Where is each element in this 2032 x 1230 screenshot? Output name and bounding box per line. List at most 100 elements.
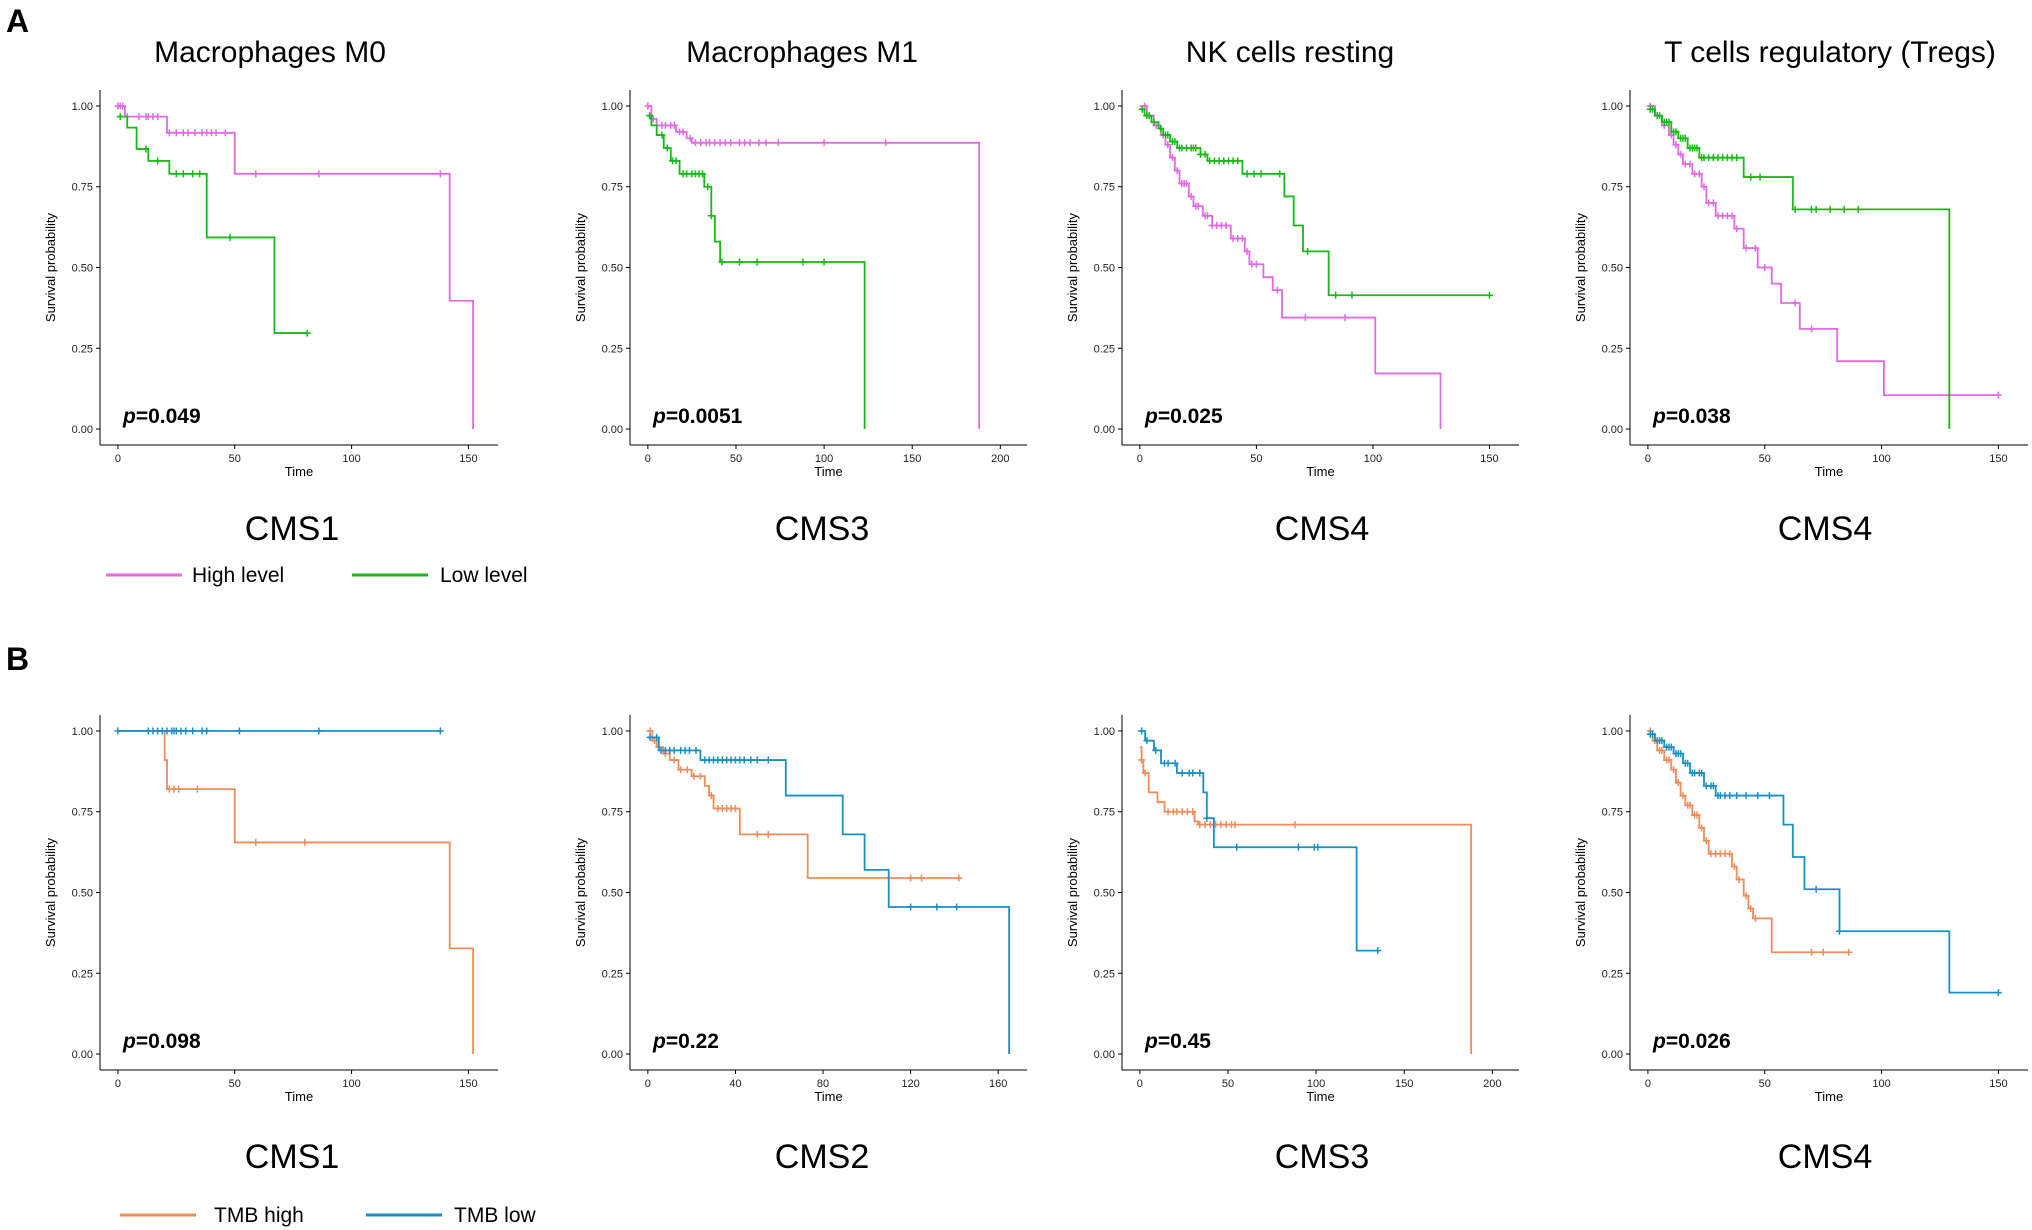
censor-mark bbox=[753, 830, 761, 838]
p-value: p=0.026 bbox=[1652, 1030, 1731, 1053]
censor-mark bbox=[1684, 759, 1692, 767]
censor-mark bbox=[1693, 144, 1701, 152]
censor-mark bbox=[1672, 128, 1680, 136]
censor-mark bbox=[799, 258, 807, 266]
censor-mark bbox=[1730, 863, 1738, 871]
y-tick-label: 0.25 bbox=[602, 343, 623, 355]
x-tick-label: 0 bbox=[115, 1078, 121, 1090]
censor-mark bbox=[1819, 948, 1827, 956]
censor-mark bbox=[696, 772, 704, 780]
censor-mark bbox=[686, 134, 694, 142]
censor-mark bbox=[1751, 244, 1759, 252]
censor-mark bbox=[1485, 291, 1493, 299]
censor-mark bbox=[119, 102, 127, 110]
km-plot-5: 0.00 0.25 0.50 0.75 1.00 0 50 100 150 Time Surviva… bbox=[43, 715, 498, 1176]
censor-mark bbox=[1173, 167, 1181, 175]
y-tick-label: 1.00 bbox=[602, 101, 623, 113]
p-value: p=0.22 bbox=[652, 1030, 719, 1053]
censor-mark bbox=[1656, 112, 1664, 120]
censor-mark bbox=[1374, 947, 1382, 955]
y-tick-label: 0.75 bbox=[72, 807, 93, 819]
censor-mark bbox=[1164, 141, 1172, 149]
survival-curve-2 bbox=[647, 114, 866, 430]
survival-curve-1 bbox=[647, 730, 959, 879]
y-tick-label: 0.75 bbox=[1602, 182, 1623, 194]
x-tick-label: 150 bbox=[1395, 1078, 1413, 1090]
cms-label: CMS3 bbox=[775, 510, 869, 548]
survival-curve-1 bbox=[1647, 730, 1849, 954]
censor-mark bbox=[116, 113, 124, 121]
x-tick-label: 0 bbox=[115, 453, 121, 465]
censor-mark bbox=[1192, 144, 1200, 152]
censor-mark bbox=[1700, 183, 1708, 191]
y-tick-label: 0.50 bbox=[1602, 263, 1623, 275]
panel-letter-b: B bbox=[6, 641, 29, 677]
legend-a-label-high: High level bbox=[192, 564, 284, 587]
censor-mark bbox=[175, 785, 183, 793]
censor-mark bbox=[1649, 105, 1657, 113]
censor-mark bbox=[436, 170, 444, 178]
legend-a: High level Low level bbox=[106, 564, 528, 587]
censor-mark bbox=[1807, 325, 1815, 333]
y-tick-label: 1.00 bbox=[1602, 101, 1623, 113]
censor-mark bbox=[704, 183, 712, 191]
censor-mark bbox=[1171, 138, 1179, 146]
censor-mark bbox=[1341, 314, 1349, 322]
censor-mark bbox=[1150, 118, 1158, 126]
y-tick-label: 1.00 bbox=[72, 726, 93, 738]
legend-a-label-low: Low level bbox=[440, 564, 528, 587]
censor-mark bbox=[1138, 105, 1146, 113]
cms-label: CMS4 bbox=[1275, 510, 1369, 548]
panel-letter-a: A bbox=[6, 3, 29, 39]
x-tick-label: 50 bbox=[730, 453, 742, 465]
censor-mark bbox=[172, 129, 180, 137]
y-tick-label: 0.50 bbox=[602, 888, 623, 900]
plots-area: 0.00 0.25 0.50 0.75 1.00 0 50 100 150 Time Surviva… bbox=[43, 36, 2028, 1176]
survival-curve-1 bbox=[117, 105, 474, 430]
x-tick-label: 150 bbox=[459, 1078, 477, 1090]
censor-mark bbox=[1807, 948, 1815, 956]
survival-curve-1 bbox=[1647, 105, 1999, 397]
censor-mark bbox=[1171, 759, 1179, 767]
censor-mark bbox=[1765, 792, 1773, 800]
censor-mark bbox=[1301, 314, 1309, 322]
censor-mark bbox=[1294, 843, 1302, 851]
x-axis-title: Time bbox=[1815, 1089, 1843, 1104]
y-tick-label: 0.00 bbox=[72, 1049, 93, 1061]
censor-mark bbox=[670, 756, 678, 764]
x-tick-label: 100 bbox=[342, 453, 360, 465]
survival-curve-1 bbox=[1139, 746, 1473, 1055]
x-tick-label: 200 bbox=[991, 453, 1009, 465]
x-tick-label: 0 bbox=[645, 453, 651, 465]
censor-mark bbox=[1273, 286, 1281, 294]
censor-mark bbox=[1665, 118, 1673, 126]
x-tick-label: 150 bbox=[1480, 453, 1498, 465]
cms-label: CMS1 bbox=[245, 1138, 339, 1176]
y-axis-title: Survival probability bbox=[1573, 212, 1588, 322]
censor-mark bbox=[1314, 843, 1322, 851]
y-tick-label: 0.25 bbox=[72, 343, 93, 355]
censor-mark bbox=[1791, 299, 1799, 307]
censor-mark bbox=[165, 129, 173, 137]
censor-mark bbox=[1735, 876, 1743, 884]
censor-mark bbox=[1812, 885, 1820, 893]
censor-mark bbox=[755, 139, 763, 147]
y-tick-label: 0.50 bbox=[72, 263, 93, 275]
x-tick-label: 50 bbox=[1759, 1078, 1771, 1090]
survival-curve-2 bbox=[1647, 108, 1951, 430]
censor-mark bbox=[1686, 801, 1694, 809]
censor-mark bbox=[203, 727, 211, 735]
censor-mark bbox=[1138, 727, 1146, 735]
censor-mark bbox=[1812, 205, 1820, 213]
x-tick-label: 50 bbox=[1222, 1078, 1234, 1090]
y-tick-label: 0.00 bbox=[602, 424, 623, 436]
x-tick-label: 100 bbox=[342, 1078, 360, 1090]
censor-mark bbox=[1709, 199, 1717, 207]
censor-mark bbox=[1733, 792, 1741, 800]
x-tick-label: 100 bbox=[1872, 453, 1890, 465]
censor-mark bbox=[953, 903, 961, 911]
censor-mark bbox=[1677, 150, 1685, 158]
censor-mark bbox=[1203, 814, 1211, 822]
censor-mark bbox=[1182, 180, 1190, 188]
